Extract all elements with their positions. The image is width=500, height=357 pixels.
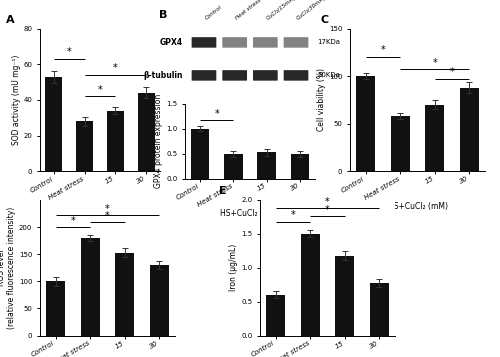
Text: *: *: [432, 57, 437, 67]
FancyBboxPatch shape: [253, 37, 278, 47]
Bar: [46, 281, 65, 336]
Text: *: *: [105, 204, 110, 214]
Y-axis label: Iron (μg/mL): Iron (μg/mL): [230, 244, 238, 291]
Text: *: *: [67, 47, 71, 57]
Y-axis label: SOD activity (mU mg⁻¹): SOD activity (mU mg⁻¹): [12, 55, 20, 145]
Text: *: *: [214, 109, 219, 119]
Y-axis label: Cell viability (%): Cell viability (%): [317, 69, 326, 131]
FancyBboxPatch shape: [192, 70, 216, 81]
Text: *: *: [380, 45, 386, 55]
FancyBboxPatch shape: [253, 70, 278, 81]
Y-axis label: GPX4 protein expression: GPX4 protein expression: [154, 94, 164, 188]
Text: A: A: [6, 15, 15, 25]
Text: GPX4: GPX4: [160, 38, 182, 47]
Y-axis label: ROS level
(relative fluorescence intensity): ROS level (relative fluorescence intensi…: [0, 207, 16, 329]
Text: 50KDa: 50KDa: [318, 72, 340, 79]
Text: 17KDa: 17KDa: [318, 39, 340, 45]
X-axis label: HS+CuCl₂ (mM): HS+CuCl₂ (mM): [70, 202, 130, 211]
Text: *: *: [98, 85, 102, 95]
X-axis label: HS+CuCl₂ (mM): HS+CuCl₂ (mM): [220, 209, 280, 218]
Bar: [191, 129, 209, 178]
Text: CuCl₂(15mM): CuCl₂(15mM): [266, 0, 297, 21]
Bar: [76, 121, 93, 171]
Bar: [224, 154, 242, 178]
FancyBboxPatch shape: [284, 70, 308, 81]
Text: *: *: [105, 211, 110, 221]
Text: β-tubulin: β-tubulin: [143, 71, 182, 80]
Bar: [291, 154, 309, 178]
Bar: [138, 93, 154, 171]
Text: *: *: [70, 216, 76, 226]
Bar: [266, 295, 285, 336]
Text: Control: Control: [204, 4, 223, 21]
Text: Heat stress: Heat stress: [234, 0, 262, 21]
Bar: [426, 105, 444, 171]
Text: C: C: [320, 15, 328, 25]
Text: *: *: [325, 205, 330, 215]
Text: CuCl₂(30mM): CuCl₂(30mM): [296, 0, 328, 21]
FancyBboxPatch shape: [192, 37, 216, 47]
Text: *: *: [290, 210, 296, 220]
Bar: [116, 252, 134, 336]
Bar: [356, 76, 375, 171]
Bar: [258, 152, 276, 178]
X-axis label: HS+CuCl₂ (mM): HS+CuCl₂ (mM): [388, 202, 448, 211]
Bar: [300, 234, 320, 336]
Bar: [390, 116, 409, 171]
Bar: [370, 283, 389, 336]
FancyBboxPatch shape: [222, 37, 247, 47]
Bar: [46, 77, 62, 171]
FancyBboxPatch shape: [284, 37, 308, 47]
Text: B: B: [159, 10, 168, 20]
Bar: [460, 87, 479, 171]
Text: E: E: [220, 186, 227, 196]
Text: *: *: [450, 67, 454, 77]
Text: *: *: [325, 197, 330, 207]
FancyBboxPatch shape: [222, 70, 247, 81]
Text: *: *: [113, 63, 117, 73]
Bar: [107, 111, 124, 171]
Bar: [80, 238, 100, 336]
Bar: [336, 256, 354, 336]
Bar: [150, 265, 169, 336]
